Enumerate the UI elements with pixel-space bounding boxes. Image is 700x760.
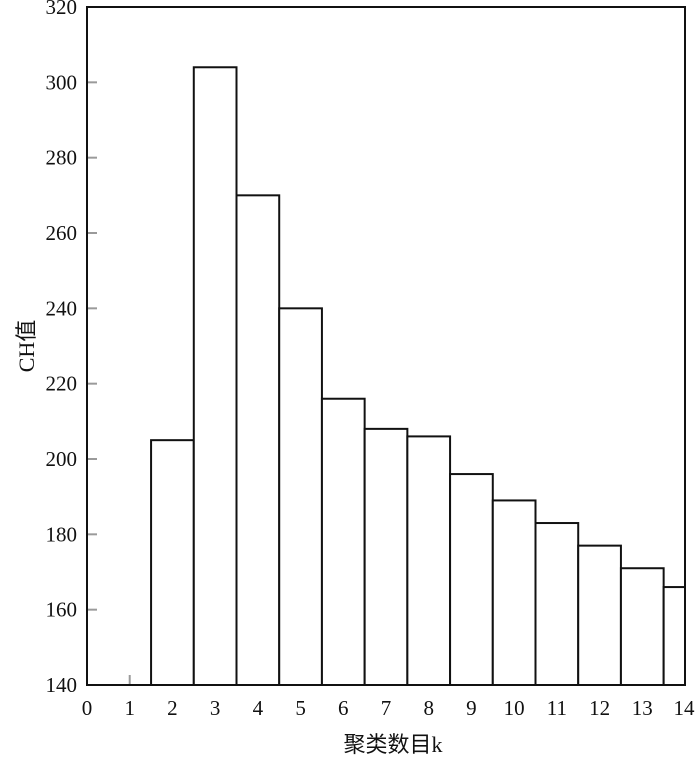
y-axis-title: CH值 [14, 320, 39, 373]
x-tick-label: 9 [466, 696, 477, 720]
bar-k-9 [449, 473, 494, 687]
x-axis-title-main: 聚类数目k [343, 732, 442, 757]
bar-k-5 [278, 307, 323, 686]
x-tick-label: 0 [82, 696, 93, 720]
x-tick-labels: 0 1 2 3 4 5 6 7 8 9 10 11 12 13 14 [82, 696, 695, 720]
plot-frame [86, 6, 686, 686]
x-tick-label: 13 [632, 696, 653, 720]
bar-k-2 [150, 439, 195, 686]
x-tick-label: 1 [124, 696, 135, 720]
bar-k-11 [534, 522, 580, 686]
y-tick-label: 300 [46, 70, 78, 94]
x-tick-label: 7 [381, 696, 392, 720]
y-tick-label: 280 [46, 146, 78, 170]
y-tick-labels: 140 160 180 200 220 240 260 280 300 320 [46, 0, 78, 697]
bar-k-14 [662, 586, 687, 686]
y-tick-label: 320 [46, 0, 78, 19]
bar-k-3 [192, 66, 238, 687]
bar-k-12 [577, 544, 622, 687]
x-tick-label: 14 [674, 696, 696, 720]
x-axis-title: 聚类数目k [343, 732, 442, 757]
x-tick-label: 3 [210, 696, 221, 720]
y-tick-label: 220 [46, 372, 78, 396]
bar-k-13 [619, 567, 665, 687]
x-tick-label: 12 [589, 696, 610, 720]
x-tick-label: 10 [504, 696, 525, 720]
bar-k-8 [406, 435, 452, 686]
bar-k-10 [491, 499, 537, 686]
bars [150, 66, 687, 687]
y-tick-label: 200 [46, 447, 78, 471]
y-tick-label: 180 [46, 522, 78, 546]
bar-k-4 [235, 194, 281, 686]
x-tick-label: 6 [338, 696, 349, 720]
x-tick-label: 4 [253, 696, 264, 720]
x-tick-label: 2 [167, 696, 178, 720]
y-tick-label: 240 [46, 296, 78, 320]
y-tick-label: 140 [46, 673, 78, 697]
y-tick-label: 160 [46, 598, 78, 622]
x-tick-label: 11 [547, 696, 567, 720]
bar-k-7 [363, 427, 409, 686]
x-tick-label: 5 [295, 696, 306, 720]
y-tick-label: 260 [46, 221, 78, 245]
bar-k-6 [320, 397, 366, 686]
x-tick-label: 8 [423, 696, 434, 720]
